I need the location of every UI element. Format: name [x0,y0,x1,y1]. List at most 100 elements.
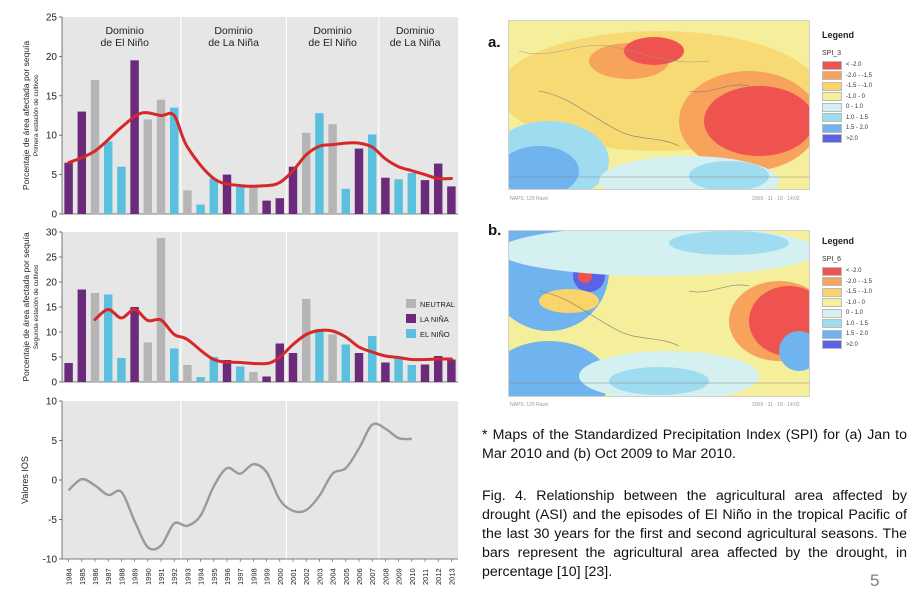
bar [64,162,73,214]
y-tick-label: 10 [46,328,58,339]
x-tick-label: 1996 [223,568,232,585]
trend-line [67,111,453,188]
legend-variable: SPI_6 [822,256,842,263]
bar [103,141,113,214]
x-tick-label: 2007 [368,568,377,585]
spi3-map-panel: a. Legend SPI_3 < -2.0 -2.0 - -1.5 -1.5 - … [470,8,914,213]
legend-label: 0 - 1.0 [846,104,864,111]
legend-row: -2.0 - -1.5 [822,71,910,82]
ios-line [67,422,412,551]
legend-label: LA NIÑA [420,315,449,324]
legend-row: 1.5 - 2.0 [822,123,910,134]
bar [249,372,258,382]
bar [288,353,298,382]
x-tick-label: 2002 [302,568,311,585]
x-tick-label: 1993 [183,568,192,585]
x-tick-label: 2012 [434,568,443,585]
x-tick-label: 1987 [104,568,113,585]
legend-label: -1.0 - 0 [846,299,866,306]
bar [235,366,245,382]
bar [222,360,232,382]
map-a-letter: a. [488,34,501,51]
x-tick-label: 1989 [131,568,140,585]
legend-label: < -2.0 [846,62,862,69]
y-tick-label: 0 [51,476,57,487]
y-tick-label: 10 [46,397,58,408]
bar [196,377,205,382]
x-tick-label: 2000 [276,568,285,585]
legend-swatch [822,134,842,144]
y-axis-label: Porcentaje de área afectada por sequía [21,41,31,191]
x-tick-label: 2005 [342,568,351,585]
drought-enso-charts: 0 5 10 15 20 25 Porcentaje de área afectada po… [20,13,458,585]
bar [394,179,403,214]
bar [367,134,377,214]
legend-label: 1.5 - 2.0 [846,125,869,132]
bar [77,289,87,382]
bar [433,163,443,214]
legend-row: 1.0 - 1.5 [822,113,910,124]
y-axis-label: Valores IOS [20,456,30,504]
x-tick-label: 2008 [381,568,390,585]
x-tick-label: 2006 [355,568,364,585]
legend-swatch [822,92,842,102]
legend-row: -1.0 - 0 [822,92,910,103]
bar [420,180,430,214]
bar [447,186,456,214]
x-tick-label: 1984 [65,568,74,585]
x-tick-label: 1994 [197,568,206,585]
bar [156,99,166,214]
legend-swatch [822,319,842,329]
figure-caption: Fig. 4. Relationship between the agricul… [482,488,907,580]
map-b-letter: b. [488,222,502,239]
x-tick-label: 1986 [91,568,100,585]
x-tick-label: 1995 [210,568,219,585]
bar [103,294,113,382]
y-tick-label: 20 [46,52,58,63]
x-tick-label: 1990 [144,568,153,585]
legend-row: 1.0 - 1.5 [822,319,910,330]
legend-row: -2.0 - -1.5 [822,277,910,288]
map-footer-right: 2009 - 11 - 18 · 14:02 [752,196,800,202]
bar [249,186,258,214]
spi3-map-image [509,21,809,189]
legend-row: >2.0 [822,134,910,145]
period-title: Dominio de La Niña [208,25,259,49]
spi6-map-image [509,231,809,396]
bar [222,174,232,214]
legend-label: -1.0 - 0 [846,93,866,100]
spi3-map [508,20,810,190]
legend-swatch [406,299,416,308]
legend-swatch [822,308,842,318]
legend-row: < -2.0 [822,266,910,277]
legend-row: >2.0 [822,340,910,351]
y-tick-label: -5 [48,515,57,526]
y-tick-label: 15 [46,303,58,314]
legend-swatch [822,123,842,133]
y-axis-label: Porcentaje de área afectada por sequía [21,232,31,382]
spi6-legend: Legend SPI_6 < -2.0 -2.0 - -1.5 -1.5 - -1.… [822,236,910,350]
bar [262,200,271,214]
bar [367,336,377,382]
legend-swatch [406,329,416,338]
map-footer-right: 2009 - 11 - 18 · 14:02 [752,402,800,408]
x-tick-label: 1999 [263,568,272,585]
y-tick-label: 5 [51,170,57,181]
x-tick-label: 1998 [249,568,258,585]
bar [354,353,364,382]
x-tick-label: 1991 [157,568,166,585]
spi6-map [508,230,810,397]
bar [381,177,390,214]
bar [143,342,153,382]
spi-maps-note: * Maps of the Standardized Precipitation… [482,427,907,462]
legend-label: -2.0 - -1.5 [846,278,873,285]
bar [64,363,73,382]
legend-row: -1.5 - -1.0 [822,287,910,298]
bar [143,119,153,214]
legend-label: NEUTRAL [420,300,455,309]
legend-swatch [822,71,842,81]
legend-label: < -2.0 [846,268,862,275]
bar [301,299,311,382]
x-tick-label: 2009 [395,568,404,585]
bar [90,293,100,382]
